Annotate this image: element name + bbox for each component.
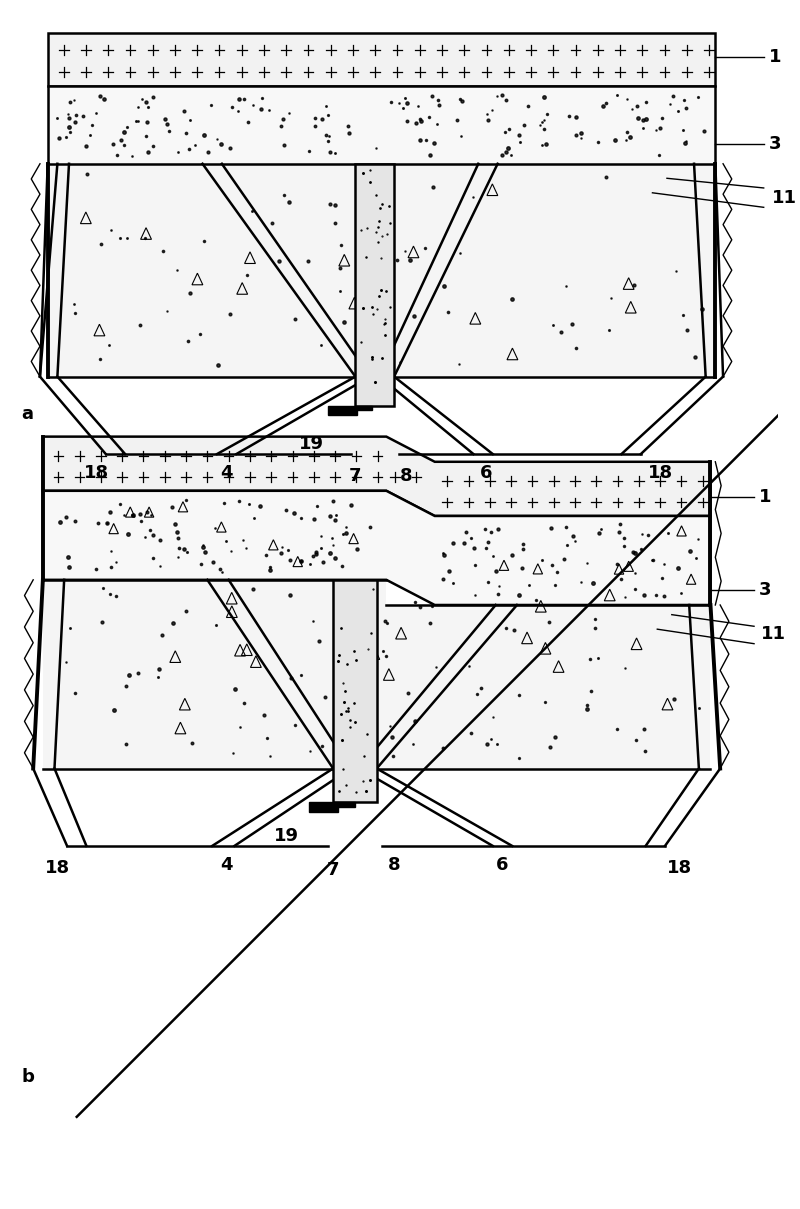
Bar bbox=[309, 803, 338, 812]
Text: 7: 7 bbox=[349, 467, 362, 485]
Text: 4: 4 bbox=[221, 856, 233, 874]
Text: 3: 3 bbox=[769, 135, 781, 154]
Polygon shape bbox=[333, 580, 377, 803]
Text: 11: 11 bbox=[771, 189, 797, 207]
Text: a: a bbox=[22, 405, 34, 423]
Polygon shape bbox=[48, 163, 715, 377]
Text: 7: 7 bbox=[327, 861, 339, 879]
Text: 4: 4 bbox=[221, 464, 233, 482]
Polygon shape bbox=[355, 163, 394, 406]
Bar bbox=[358, 406, 372, 410]
Text: 11: 11 bbox=[761, 625, 786, 643]
Polygon shape bbox=[43, 491, 710, 604]
Text: 6: 6 bbox=[496, 856, 509, 874]
Text: 3: 3 bbox=[759, 582, 771, 600]
Text: b: b bbox=[22, 1068, 34, 1086]
Text: 18: 18 bbox=[648, 464, 673, 482]
Text: 18: 18 bbox=[83, 464, 109, 482]
Polygon shape bbox=[43, 436, 710, 516]
Text: 18: 18 bbox=[45, 860, 70, 877]
Polygon shape bbox=[48, 33, 715, 86]
Text: 19: 19 bbox=[274, 827, 299, 845]
Text: 1: 1 bbox=[759, 487, 771, 505]
Bar bbox=[328, 406, 358, 416]
Bar bbox=[338, 803, 355, 808]
Text: 8: 8 bbox=[399, 467, 412, 485]
Text: 19: 19 bbox=[299, 435, 324, 453]
Text: 8: 8 bbox=[388, 856, 401, 874]
Polygon shape bbox=[43, 580, 710, 769]
Polygon shape bbox=[48, 86, 715, 163]
Text: 1: 1 bbox=[769, 48, 781, 66]
Text: 6: 6 bbox=[480, 464, 492, 482]
Text: 18: 18 bbox=[667, 860, 692, 877]
